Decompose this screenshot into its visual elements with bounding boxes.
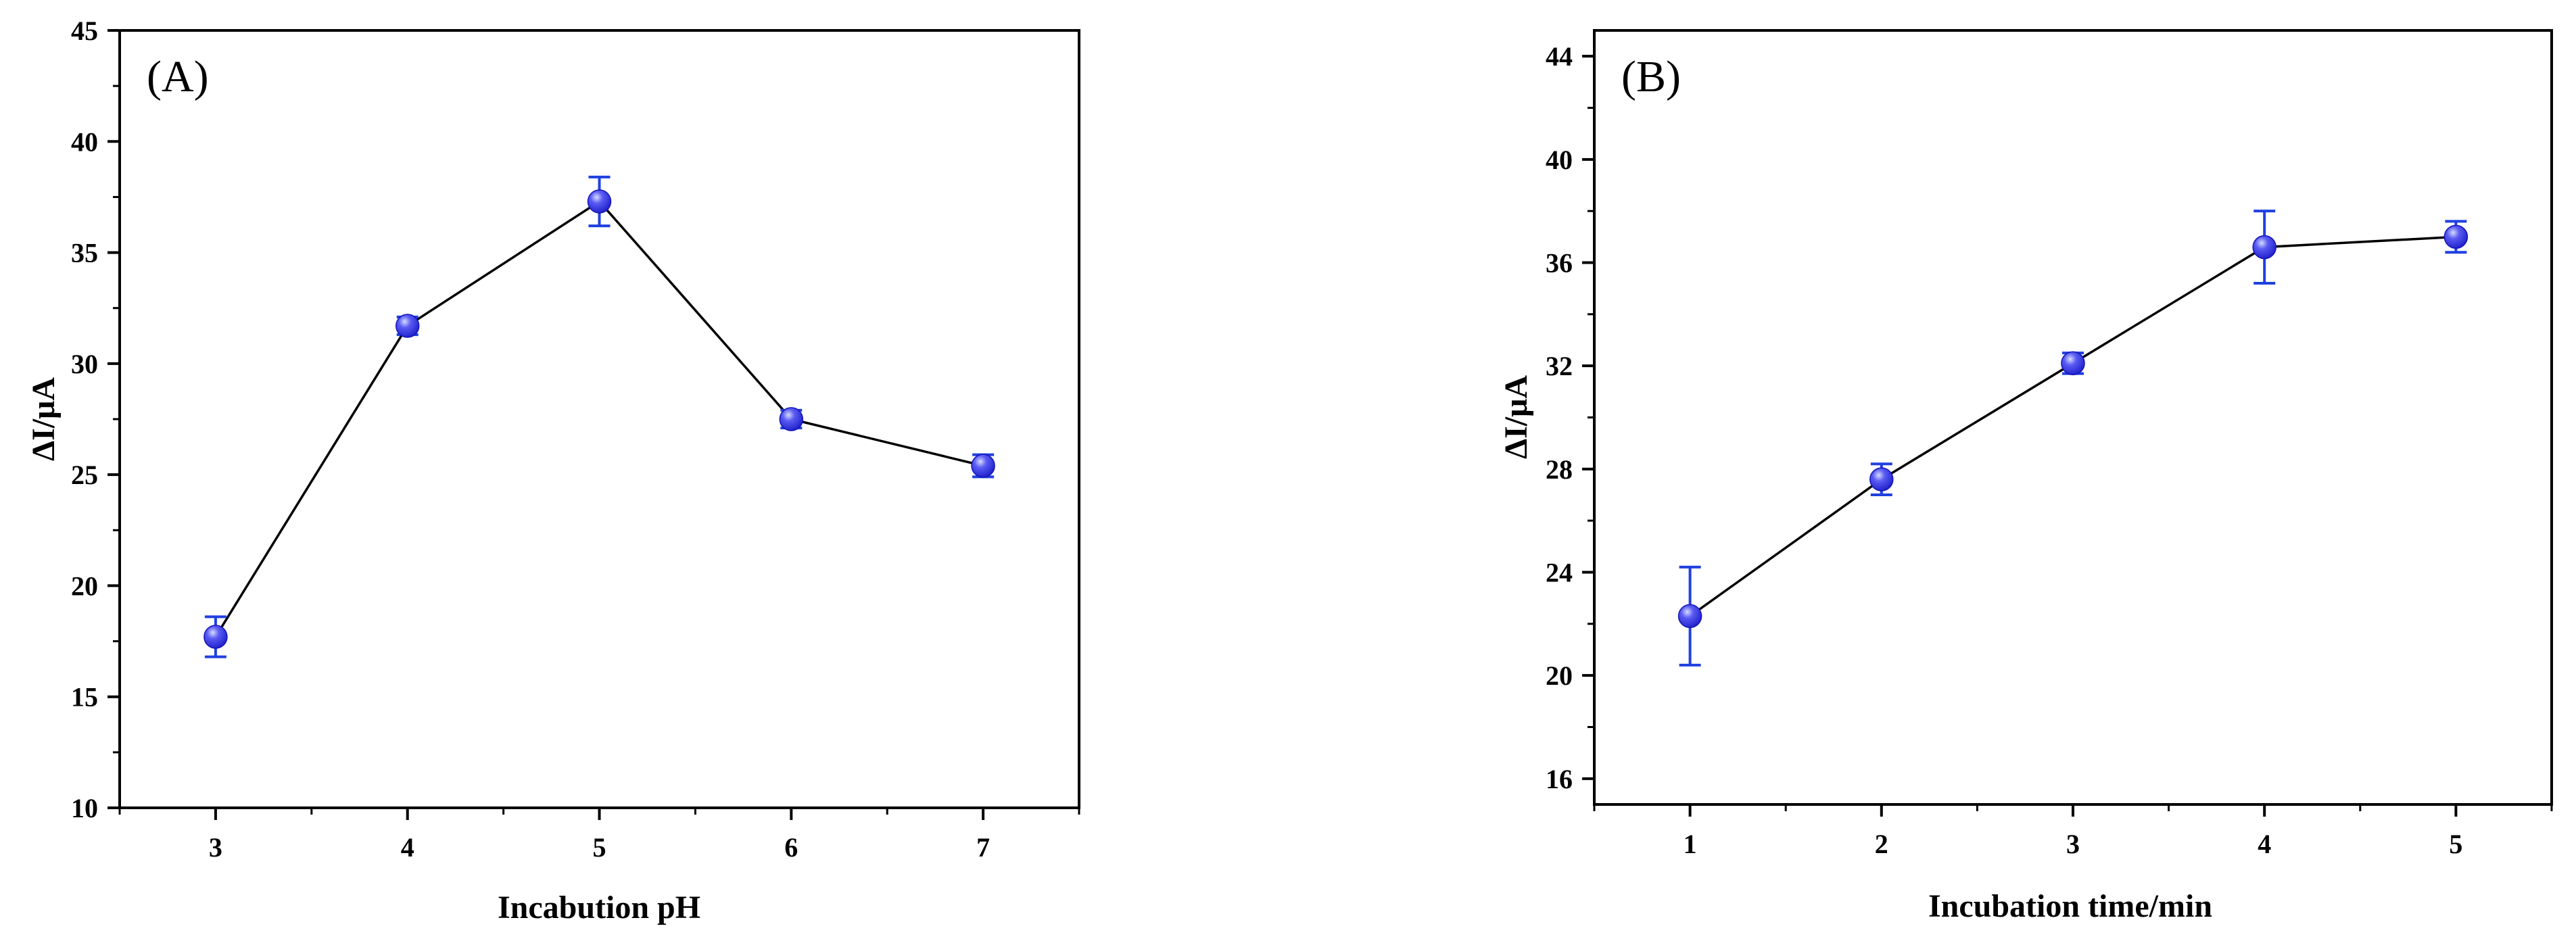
plot-frame: [1593, 29, 2553, 806]
series-group: [204, 175, 995, 658]
y-tick-label: 20: [1546, 660, 1573, 691]
data-point: [971, 454, 995, 478]
axis-ticks: [1582, 55, 2553, 817]
data-point: [2443, 224, 2468, 249]
chart-panel-b: 16 20 24 28 32 36 40 44 1 2 3 4 5 (B) Incubation ti…: [1498, 29, 2553, 924]
x-tick-label: 6: [784, 832, 798, 863]
y-axis-title: ΔI/μA: [1498, 375, 1534, 459]
data-point: [395, 314, 420, 338]
y-tick-label: 44: [1546, 41, 1573, 72]
data-point: [204, 625, 228, 649]
series-group: [1677, 210, 2468, 667]
data-point: [1869, 467, 1894, 491]
x-tick-label: 7: [976, 832, 990, 863]
x-tick-label: 4: [401, 832, 414, 863]
data-point: [1677, 604, 1702, 629]
data-point: [587, 189, 612, 214]
y-tick-label: 35: [71, 238, 98, 268]
y-tick-label: 30: [71, 349, 98, 379]
x-tick-label: 5: [2449, 829, 2462, 859]
x-axis-title: Incabution pH: [498, 890, 700, 925]
y-tick-label: 15: [71, 682, 98, 713]
panel-label: (A): [147, 52, 209, 101]
x-tick-label: 3: [209, 832, 222, 863]
series-line: [214, 199, 984, 637]
x-axis-title: Incubation time/min: [1928, 888, 2212, 924]
data-point: [2252, 235, 2276, 260]
series-line: [1689, 235, 2456, 617]
y-tick-label: 40: [1546, 145, 1573, 175]
y-tick-label: 25: [71, 460, 98, 490]
y-tick-label: 10: [71, 793, 98, 823]
y-tick-label: 24: [1546, 558, 1573, 588]
x-tick-label: 3: [2066, 829, 2080, 859]
y-tick-label: 16: [1546, 764, 1573, 794]
x-tick-label: 4: [2258, 829, 2271, 859]
y-axis-title: ΔI/μA: [26, 377, 62, 461]
x-tick-label: 5: [593, 832, 606, 863]
axis-ticks: [108, 29, 1080, 820]
x-tick-labels: 1 2 3 4 5: [1684, 829, 2463, 859]
y-tick-label: 32: [1546, 351, 1573, 381]
y-tick-label: 36: [1546, 248, 1573, 279]
plot-frame: [118, 29, 1080, 809]
y-tick-label: 45: [71, 16, 98, 46]
y-tick-label: 20: [71, 571, 98, 601]
y-tick-label: 28: [1546, 454, 1573, 485]
data-point: [2061, 351, 2085, 376]
panel-label: (B): [1621, 52, 1681, 101]
y-tick-labels: 16 20 24 28 32 36 40 44: [1546, 41, 1573, 794]
data-point: [779, 407, 804, 431]
x-tick-label: 2: [1875, 829, 1888, 859]
y-tick-labels: 10 15 20 25 30 35 40 45: [71, 16, 98, 823]
x-tick-labels: 3 4 5 6 7: [209, 832, 990, 863]
y-tick-label: 40: [71, 126, 98, 157]
x-tick-label: 1: [1684, 829, 1697, 859]
